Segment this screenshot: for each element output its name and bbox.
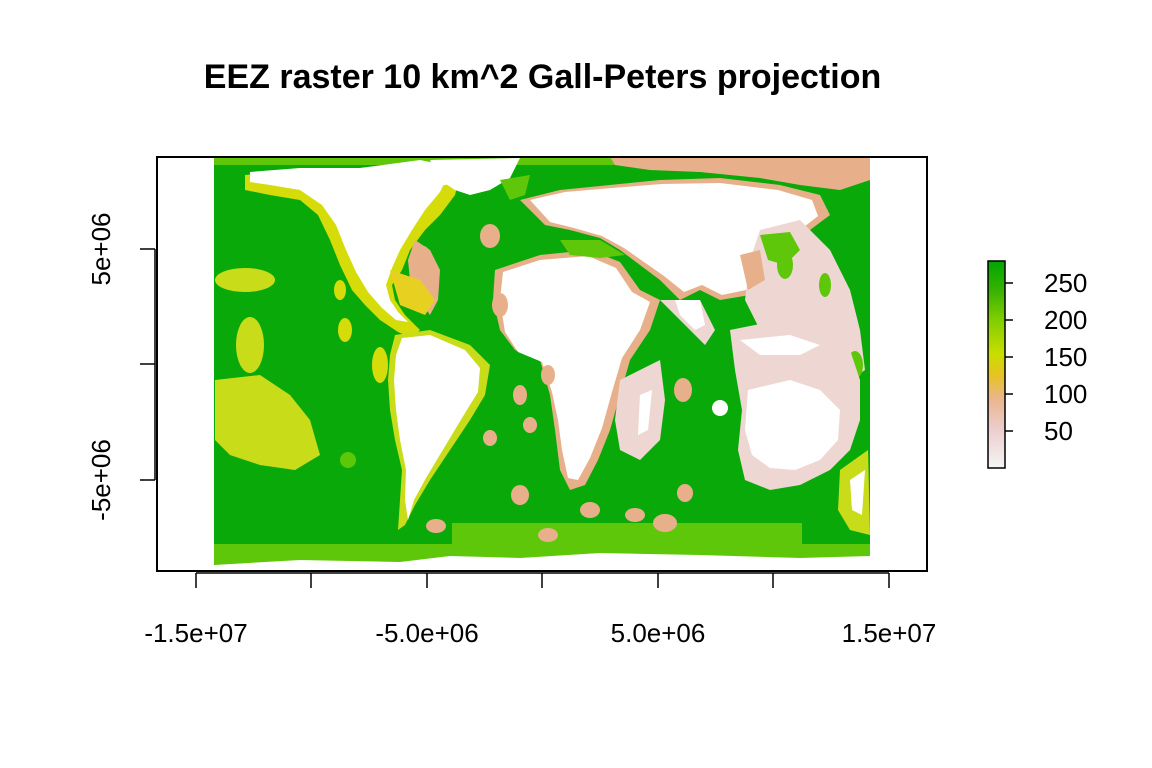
legend-tick-label: 100	[1044, 379, 1087, 409]
indian-isle	[712, 400, 728, 416]
x-axis: -1.5e+07 -5.0e+06 5.0e+06 1.5e+07	[144, 572, 937, 648]
antarctica-land	[214, 553, 870, 571]
pacific-eez-3	[372, 347, 388, 383]
legend-tick-label: 200	[1044, 305, 1087, 335]
new-zealand-land	[850, 470, 865, 515]
southern-eez-3	[625, 508, 645, 522]
pacific-eez-2	[338, 318, 352, 342]
y-tick-label: -5e+06	[86, 439, 116, 521]
x-tick-label: 5.0e+06	[611, 618, 706, 648]
madagascar-land	[638, 390, 652, 435]
y-tick-label: 5e+06	[86, 212, 116, 285]
indonesia-land	[740, 335, 820, 355]
southern-eez-1	[538, 528, 558, 542]
falklands-eez	[426, 519, 446, 533]
china-eez	[740, 250, 765, 290]
africa-land	[500, 256, 650, 480]
russia-eez	[610, 157, 870, 190]
atlantic-eez-3	[523, 417, 537, 433]
mediterranean-eez	[560, 240, 625, 258]
x-tick-label: -5.0e+06	[375, 618, 478, 648]
iceland-eez	[500, 175, 530, 200]
x-tick-label: -1.5e+07	[144, 618, 247, 648]
south-america-land	[394, 335, 480, 520]
india-land	[675, 300, 705, 330]
gulf-eez	[390, 270, 435, 315]
north-america-land	[250, 166, 450, 322]
plot-frame	[156, 156, 928, 572]
legend-tick-label: 150	[1044, 342, 1087, 372]
pacific-green-2	[819, 273, 831, 297]
hawaii-eez	[215, 268, 275, 292]
legend-tick-label: 50	[1044, 416, 1073, 446]
southern-eez-4	[653, 514, 677, 532]
pacific-eez-1	[236, 317, 264, 373]
southern-eez-5	[677, 484, 693, 502]
map-title: EEZ raster 10 km^2 Gall-Peters projectio…	[203, 58, 882, 96]
pacific-green-1	[777, 251, 793, 279]
atlantic-eez-1	[513, 385, 527, 405]
australia-land	[745, 380, 840, 470]
atlantic-eez-5	[511, 485, 529, 505]
atlantic-eez-4	[483, 430, 497, 446]
pacific-eez-4	[334, 280, 346, 300]
eez-raster	[214, 157, 870, 571]
greenland-land	[430, 158, 520, 195]
bermuda-eez	[416, 246, 430, 264]
azores-eez	[480, 224, 500, 248]
canary-eez	[492, 293, 508, 317]
color-legend: 250 200 150 100 50	[987, 260, 1087, 469]
legend-colorbar	[987, 260, 1006, 469]
y-axis: 5e+06 -5e+06	[86, 212, 156, 521]
pacific-eez-5	[340, 452, 356, 468]
arctic-band	[214, 157, 870, 165]
southern-eez-2	[580, 502, 600, 518]
southern-band-2	[452, 523, 802, 544]
polynesia-eez	[215, 375, 320, 470]
mauritius-eez	[674, 378, 692, 402]
x-tick-label: 1.5e+07	[842, 618, 937, 648]
legend-tick-label: 250	[1044, 268, 1087, 298]
atlantic-eez-2	[541, 365, 555, 385]
